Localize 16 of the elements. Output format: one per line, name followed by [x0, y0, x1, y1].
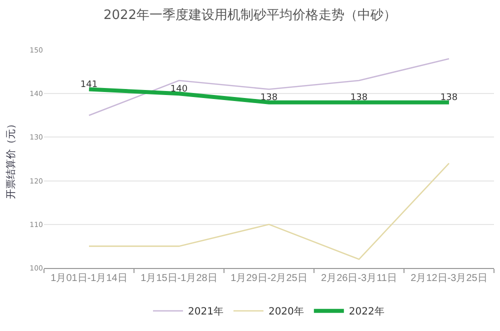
x-tick-label: 1月01日-1月14日	[50, 273, 128, 284]
chart-title: 2022年一季度建设用机制砂平均价格走势（中砂）	[103, 7, 397, 24]
x-tick-label: 2月26日-3月11日	[321, 273, 397, 284]
y-axis-title: 开票结算价（元）	[5, 119, 17, 199]
legend-label: 2020年	[268, 306, 304, 318]
legend-label: 2021年	[188, 306, 224, 318]
x-tick-label: 1月15日-1月28日	[140, 273, 218, 284]
data-label: 138	[350, 93, 368, 104]
legend-label: 2022年	[348, 306, 384, 318]
data-label: 138	[260, 93, 278, 104]
x-tick-label: 2月12日-3月25日	[410, 273, 488, 284]
data-label: 138	[440, 93, 458, 104]
x-tick-label: 1月29日-2月25日	[230, 273, 308, 284]
line-series	[88, 162, 450, 260]
data-label: 140	[170, 84, 188, 94]
data-label: 141	[80, 80, 98, 90]
